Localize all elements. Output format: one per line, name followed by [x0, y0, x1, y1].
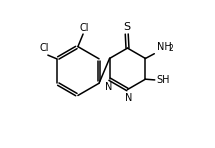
Text: Cl: Cl [79, 23, 89, 33]
Text: NH: NH [157, 42, 171, 52]
Text: N: N [124, 93, 132, 103]
Text: Cl: Cl [40, 43, 49, 53]
Text: S: S [123, 22, 131, 32]
Text: N: N [105, 82, 112, 92]
Text: 2: 2 [168, 44, 173, 53]
Text: SH: SH [157, 75, 170, 85]
